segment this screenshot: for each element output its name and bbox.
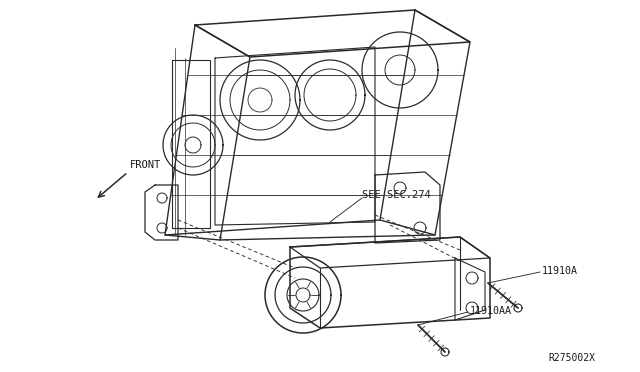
Text: R275002X: R275002X	[548, 353, 595, 363]
Text: SEE SEC.274: SEE SEC.274	[362, 190, 431, 200]
Text: FRONT: FRONT	[130, 160, 161, 170]
Text: 11910AA: 11910AA	[470, 306, 512, 316]
Text: 11910A: 11910A	[542, 266, 578, 276]
